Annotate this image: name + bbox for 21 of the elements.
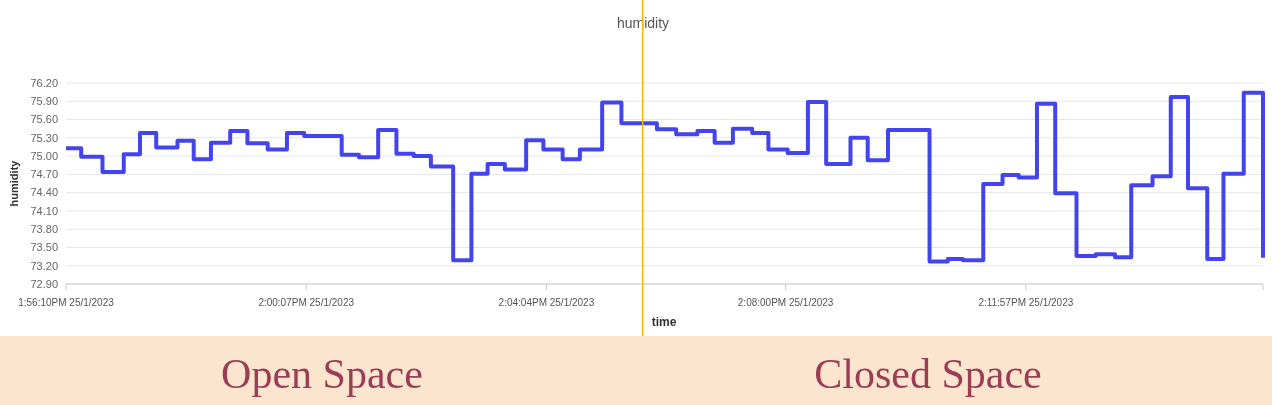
text: Closed Space (814, 351, 1042, 397)
y-tick-label: 75.00 (30, 149, 58, 162)
x-tick-label: 2:04:04PM 25/1/2023 (498, 297, 595, 308)
x-axis-title: time (651, 315, 677, 329)
y-tick-label: 75.30 (30, 131, 58, 144)
y-tick-label: 76.20 (30, 76, 58, 89)
y-tick-label: 72.90 (30, 277, 58, 290)
y-tick-label: 73.80 (30, 223, 58, 236)
y-tick-label: 74.70 (30, 168, 58, 181)
x-tick-label: 2:11:57PM 25/1/2023 (978, 297, 1074, 308)
x-tick-label: 1:56:10PM 25/1/2023 (18, 297, 115, 308)
x-tick-label: 2:08:00PM 25/1/2023 (737, 297, 834, 308)
text: Open Space (221, 351, 423, 397)
y-tick-label: 73.50 (30, 241, 58, 254)
y-tick-label: 75.60 (30, 113, 58, 126)
y-tick-label: 74.10 (30, 204, 58, 217)
y-tick-label: 73.20 (30, 259, 58, 272)
y-tick-label: 74.40 (30, 186, 58, 199)
x-tick-label: 2:00:07PM 25/1/2023 (258, 297, 355, 308)
y-tick-label: 75.90 (30, 95, 58, 108)
y-axis-title: humidity (8, 159, 20, 207)
